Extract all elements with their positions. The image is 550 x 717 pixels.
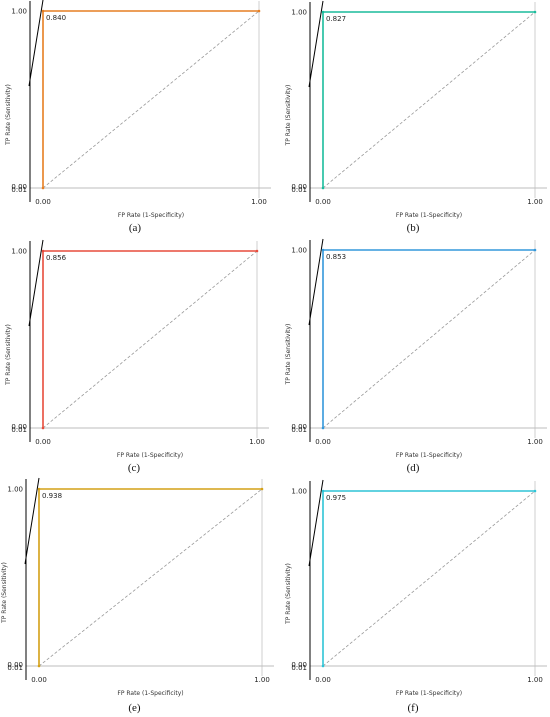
x-tick-label: 1.00 [249, 438, 265, 446]
y-axis-title: TP Rate (Sensitivity) [285, 563, 292, 625]
roc-point [255, 249, 259, 253]
y-tick-label: 1.00 [291, 488, 307, 496]
diagonal-reference-line [42, 10, 260, 189]
y-tick-label: 0.00 [291, 183, 307, 191]
roc-point [37, 487, 41, 491]
roc-point [321, 248, 325, 252]
y-tick-label: 0.01 [291, 426, 307, 434]
y-axis-title: TP Rate (Sensitivity) [5, 324, 12, 386]
auc-label: 0.840 [46, 14, 66, 22]
x-tick-label: 0.00 [315, 438, 331, 446]
auc-label: 0.827 [326, 15, 346, 23]
axis-artifact-line [28, 239, 44, 327]
roc-point [321, 10, 325, 14]
y-axis-title: TP Rate (Sensitivity) [285, 324, 292, 386]
x-tick-label: 1.00 [527, 438, 543, 446]
y-tick-label: 0.00 [291, 661, 307, 669]
auc-label: 0.853 [326, 253, 346, 261]
x-axis-title: FP Rate (1-Specificity) [396, 690, 462, 697]
axis-artifact-line [308, 238, 324, 326]
x-axis-title: FP Rate (1-Specificity) [117, 452, 183, 459]
roc-point [533, 489, 537, 493]
x-tick-label: 0.00 [315, 676, 331, 684]
y-tick-label: 0.00 [11, 423, 27, 431]
x-tick-label: 1.00 [254, 676, 270, 684]
roc-point [41, 426, 45, 430]
diagonal-reference-line [322, 11, 536, 189]
y-tick-label: 0.00 [291, 423, 307, 431]
y-tick-label: 0.01 [7, 664, 23, 672]
auc-label: 0.938 [42, 492, 62, 500]
axis-artifact-line [28, 0, 44, 87]
roc-point [533, 248, 537, 252]
y-tick-label: 1.00 [291, 247, 307, 255]
y-axis-title: TP Rate (Sensitivity) [5, 84, 12, 146]
panel-caption: (f) [408, 702, 419, 714]
y-tick-label: 0.00 [7, 661, 23, 669]
x-tick-label: 0.00 [35, 198, 51, 206]
roc-point [37, 664, 41, 668]
roc-point [321, 186, 325, 190]
y-tick-label: 0.01 [11, 426, 27, 434]
x-tick-label: 0.00 [35, 438, 51, 446]
roc-point [321, 426, 325, 430]
roc-point [41, 186, 45, 190]
y-tick-label: 0.01 [291, 664, 307, 672]
diagonal-reference-line [38, 488, 263, 667]
auc-label: 0.975 [326, 494, 346, 502]
roc-point [321, 489, 325, 493]
diagonal-reference-line [322, 249, 536, 429]
x-axis-title: FP Rate (1-Specificity) [396, 212, 462, 219]
axis-artifact-line [308, 479, 324, 567]
panel-caption: (e) [128, 702, 141, 714]
y-axis-title: TP Rate (Sensitivity) [285, 85, 292, 147]
y-tick-label: 1.00 [11, 8, 27, 16]
axis-artifact-line [24, 477, 40, 565]
x-tick-label: 0.00 [31, 676, 47, 684]
panel-caption: (c) [128, 462, 141, 474]
y-axis-title: TP Rate (Sensitivity) [1, 562, 8, 624]
x-axis-title: FP Rate (1-Specificity) [118, 212, 184, 219]
y-tick-label: 1.00 [291, 9, 307, 17]
x-tick-label: 1.00 [251, 198, 267, 206]
x-tick-label: 1.00 [527, 198, 543, 206]
auc-label: 0.856 [46, 254, 67, 262]
panel-caption: (b) [407, 222, 420, 234]
y-tick-label: 1.00 [7, 486, 23, 494]
x-axis-title: FP Rate (1-Specificity) [396, 452, 462, 459]
roc-point [41, 249, 45, 253]
y-tick-label: 1.00 [11, 248, 27, 256]
roc-point [41, 9, 45, 13]
x-axis-title: FP Rate (1-Specificity) [117, 690, 183, 697]
y-tick-label: 0.01 [291, 186, 307, 194]
roc-point [260, 487, 264, 491]
y-tick-label: 0.01 [11, 186, 27, 194]
roc-point [257, 9, 261, 13]
x-tick-label: 0.00 [315, 198, 331, 206]
x-tick-label: 1.00 [527, 676, 543, 684]
panel-caption: (a) [129, 222, 142, 234]
axis-artifact-line [308, 0, 324, 88]
y-tick-label: 0.00 [11, 183, 27, 191]
diagonal-reference-line [42, 250, 258, 429]
diagonal-reference-line [322, 490, 536, 667]
panel-caption: (d) [407, 462, 420, 474]
roc-point [321, 664, 325, 668]
roc-point [533, 10, 537, 14]
